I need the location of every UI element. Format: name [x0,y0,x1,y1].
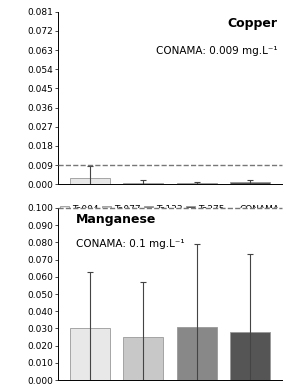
Text: CONAMA: 0.009 mg.L⁻¹: CONAMA: 0.009 mg.L⁻¹ [156,46,278,56]
Text: Manganese: Manganese [75,213,156,226]
Text: Copper: Copper [228,17,278,30]
Text: CONAMA: 0.1 mg.L⁻¹: CONAMA: 0.1 mg.L⁻¹ [75,239,184,249]
Bar [230,182,270,184]
Bar [70,178,110,184]
Bar [123,183,163,184]
Bar [70,328,110,380]
Bar [123,337,163,380]
Bar [230,332,270,380]
Bar [177,183,217,184]
Bar [177,327,217,380]
Legend: Ta004, Ta077, Ta133, Ta275, CONAMA: Ta004, Ta077, Ta133, Ta275, CONAMA [60,205,280,214]
